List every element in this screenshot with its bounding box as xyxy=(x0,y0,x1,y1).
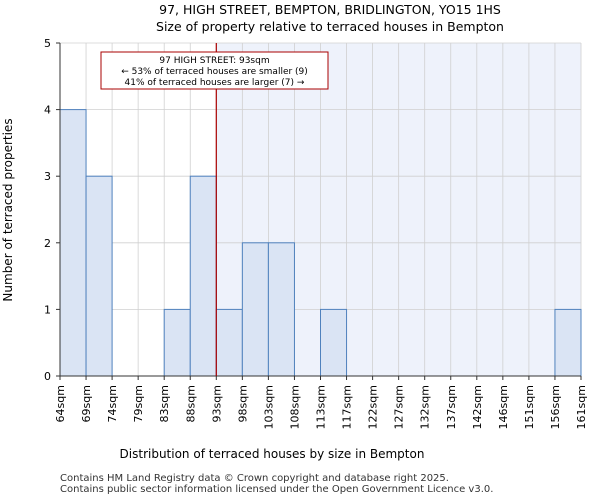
bar xyxy=(320,308,348,377)
x-tick-label: 132sqm xyxy=(419,385,432,429)
x-tick-label: 79sqm xyxy=(132,385,145,422)
bar xyxy=(59,109,87,377)
footer-line-2: Contains public sector information licen… xyxy=(60,484,494,495)
x-axis-label: Distribution of terraced houses by size … xyxy=(120,447,425,461)
chart-subtitle: Size of property relative to terraced ho… xyxy=(156,19,504,34)
y-tick-label: 0 xyxy=(44,370,51,383)
bar xyxy=(163,308,191,377)
x-tick-label: 88sqm xyxy=(184,385,197,422)
x-tick-label: 108sqm xyxy=(288,385,301,429)
x-tick-label: 142sqm xyxy=(471,385,484,429)
annotation-line: 41% of terraced houses are larger (7) → xyxy=(125,78,305,88)
x-tick-label: 64sqm xyxy=(54,385,67,422)
x-tick-label: 113sqm xyxy=(315,385,328,429)
x-tick-label: 98sqm xyxy=(236,385,249,422)
y-tick-label: 2 xyxy=(44,237,51,250)
histogram-chart: 97, HIGH STREET, BEMPTON, BRIDLINGTON, Y… xyxy=(1,2,588,461)
x-tick-label: 151sqm xyxy=(523,385,536,429)
bar xyxy=(215,308,243,377)
bar xyxy=(554,308,582,377)
footer-line-1: Contains HM Land Registry data © Crown c… xyxy=(60,473,449,484)
annotation-line: ← 53% of terraced houses are smaller (9) xyxy=(121,67,308,77)
chart-title: 97, HIGH STREET, BEMPTON, BRIDLINGTON, Y… xyxy=(159,2,501,17)
y-tick-label: 4 xyxy=(44,104,51,117)
plot-area: 0 1 2 3 4 5 64sqm 69sqm 74sqm 79sqm 83sqm 88sqm 93sq… xyxy=(44,37,588,429)
annotation-line: 97 HIGH STREET: 93sqm xyxy=(159,56,269,66)
x-tick-label: 83sqm xyxy=(158,385,171,422)
x-tick-label: 103sqm xyxy=(262,385,275,429)
x-tick-label: 93sqm xyxy=(210,385,223,422)
y-tick-label: 1 xyxy=(44,303,51,316)
x-tick-label: 161sqm xyxy=(575,385,588,429)
x-tick-label: 127sqm xyxy=(393,385,406,429)
x-tick-label: 69sqm xyxy=(80,385,93,422)
y-tick-label: 5 xyxy=(44,37,51,50)
y-tick-label: 3 xyxy=(44,170,51,183)
y-axis-label: Number of terraced properties xyxy=(1,118,15,301)
x-tick-label: 122sqm xyxy=(367,385,380,429)
annotation-box xyxy=(100,51,329,90)
x-tick-label: 146sqm xyxy=(497,385,510,429)
x-tick-label: 156sqm xyxy=(549,385,562,429)
x-tick-label: 117sqm xyxy=(341,385,354,429)
bar xyxy=(189,175,217,377)
x-tick-label: 137sqm xyxy=(445,385,458,429)
bar xyxy=(85,175,113,377)
footer-attribution: Contains HM Land Registry data © Crown c… xyxy=(60,473,493,495)
bar xyxy=(267,242,295,377)
bar xyxy=(241,242,269,377)
x-tick-label: 74sqm xyxy=(106,385,119,422)
